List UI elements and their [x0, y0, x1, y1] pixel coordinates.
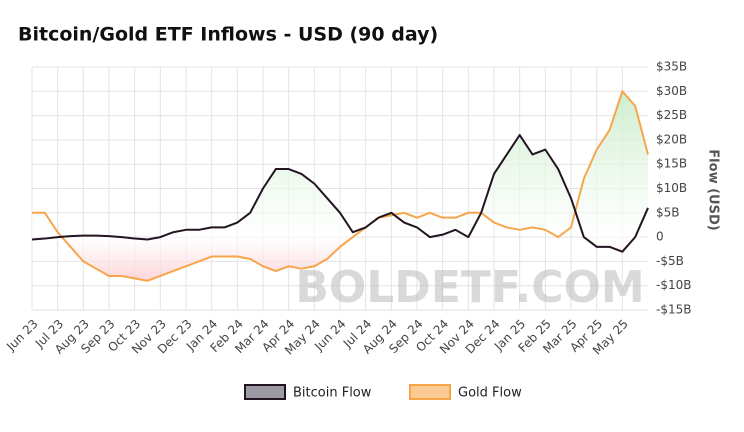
- y-tick-label: $30B: [656, 84, 687, 98]
- y-tick-label: $10B: [656, 181, 687, 195]
- x-tick-label: Jun 23: [3, 317, 40, 354]
- watermark: BOLDETF.COM: [295, 262, 644, 313]
- chart-title: Bitcoin/Gold ETF Inflows - USD (90 day): [18, 24, 438, 46]
- y-tick-label: $15B: [656, 157, 687, 171]
- y-tick-label: $35B: [656, 60, 687, 74]
- legend-label: Gold Flow: [458, 386, 522, 401]
- y-tick-label: 0: [656, 230, 664, 244]
- y-axis-label: Flow (USD): [706, 149, 721, 230]
- y-tick-label: $5B: [656, 205, 680, 219]
- y-tick-label: -$5B: [656, 254, 684, 268]
- y-tick-label: -$10B: [656, 278, 691, 292]
- y-tick-label: $25B: [656, 108, 687, 122]
- series-line: [32, 90, 649, 282]
- y-tick-label: $20B: [656, 132, 687, 146]
- legend-swatch: [244, 384, 286, 400]
- legend-label: Bitcoin Flow: [293, 386, 372, 401]
- y-tick-label: -$15B: [656, 303, 691, 317]
- difference-fill: [32, 91, 648, 281]
- legend-swatch: [409, 384, 451, 400]
- series-line: [31, 134, 649, 253]
